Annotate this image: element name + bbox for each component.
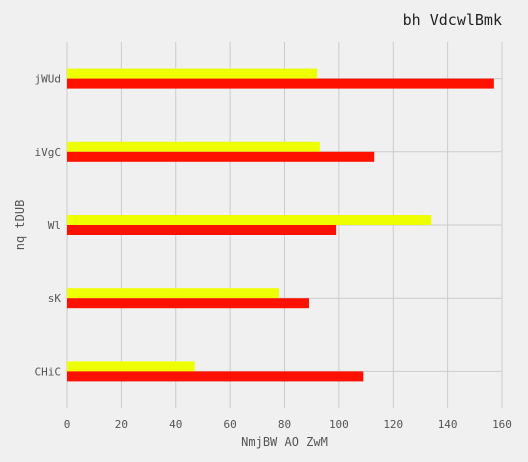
y-tick-label: Wl	[48, 219, 61, 232]
x-tick-label: 100	[329, 418, 349, 431]
bar-series-1	[67, 68, 318, 79]
x-tick-label: 80	[278, 418, 291, 431]
x-tick-label: 160	[492, 418, 512, 431]
y-axis-label: nq tDUB	[13, 200, 27, 251]
bar-series-1	[67, 141, 320, 152]
x-axis-label: NmjBW AO ZwM	[241, 435, 328, 449]
y-tick-label: sK	[48, 292, 62, 305]
y-tick-label: jWUd	[35, 73, 62, 86]
y-tick-labels: jWUd iVgC Wl sK CHiC	[35, 73, 62, 379]
bars	[67, 68, 494, 382]
bar-series-1	[67, 288, 280, 299]
bar-series-2	[67, 225, 337, 235]
bar-series-1	[67, 215, 432, 225]
x-tick-label: 20	[115, 418, 128, 431]
bar-series-1	[67, 361, 195, 372]
bar-series-2	[67, 298, 309, 309]
x-tick-label: 140	[438, 418, 458, 431]
y-tick-label: iVgC	[35, 146, 62, 159]
bar-series-2	[67, 371, 364, 382]
bar-series-2	[67, 78, 494, 89]
x-tick-label: 60	[224, 418, 237, 431]
x-tick-label: 40	[169, 418, 182, 431]
bar-series-2	[67, 151, 375, 162]
x-tick-label: 0	[64, 418, 71, 431]
y-tick-label: CHiC	[35, 365, 62, 378]
x-tick-label: 120	[383, 418, 403, 431]
x-tick-labels: 0 20 40 60 80 100 120 140 160	[64, 418, 512, 431]
chart-title: bh VdcwlBmk	[403, 11, 502, 29]
